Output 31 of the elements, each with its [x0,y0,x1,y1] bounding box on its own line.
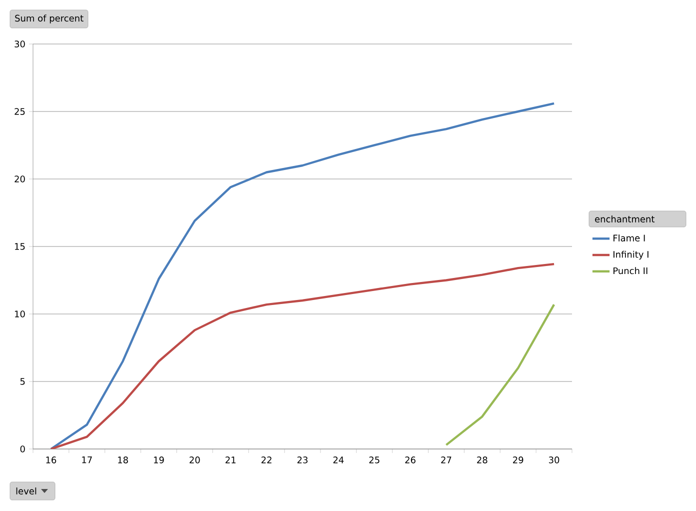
y-tick-label: 20 [14,176,25,182]
y-tick-label: 15 [15,243,25,250]
x-tick-label: 24 [333,456,344,464]
x-tick-label: 19 [154,456,164,464]
legend-label: Punch II [614,267,648,274]
y-tick-label: 25 [14,108,25,115]
line-series [50,262,556,449]
legend-label: Infinity I [614,250,648,260]
x-tick-label: 23 [297,456,308,464]
x-tick-label: 17 [82,456,92,464]
text: level [16,488,36,494]
x-tick-label: 18 [118,456,128,464]
x-tick-label: 29 [513,456,524,464]
x-tick-label: 22 [262,456,272,464]
line-series [50,102,556,449]
y-tick-label: 5 [20,378,25,385]
x-tick-label: 27 [441,456,452,464]
x-tick-label: 26 [405,456,416,464]
x-tick-label: 20 [190,456,200,464]
legend-label: Flame I [614,234,645,242]
x-tick-label: 21 [226,456,236,464]
y-tick-label: 30 [14,40,25,48]
x-tick-label: 25 [369,456,380,464]
line-series [445,303,556,446]
x-tick-label: 28 [477,456,488,464]
y-tick-label: 10 [15,310,25,318]
x-tick-label: 30 [548,456,560,464]
x-tick-label: 16 [46,456,56,464]
legend-title: enchantment [595,216,654,222]
y-axis-title: Sum of percent [15,14,84,24]
y-tick-label: 0 [20,446,25,452]
